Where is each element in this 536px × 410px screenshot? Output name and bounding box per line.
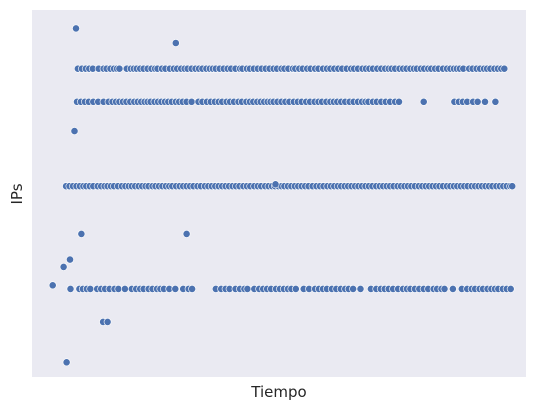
data-point <box>171 284 180 293</box>
data-point <box>66 255 74 264</box>
data-point <box>188 284 196 293</box>
data-point <box>448 284 457 293</box>
data-points <box>48 24 517 367</box>
data-point <box>506 284 515 293</box>
data-point <box>66 284 75 293</box>
data-point <box>440 284 449 293</box>
data-point <box>473 97 482 106</box>
data-point <box>103 317 112 326</box>
data-point <box>59 262 68 271</box>
data-point <box>86 284 95 293</box>
data-point <box>356 284 365 293</box>
data-point <box>491 97 500 106</box>
data-point <box>77 229 86 238</box>
data-point <box>271 180 280 189</box>
data-point <box>171 39 180 47</box>
data-point <box>395 97 403 106</box>
data-point <box>72 24 80 33</box>
data-point <box>349 284 357 293</box>
data-point <box>187 97 196 106</box>
data-point <box>243 284 252 293</box>
data-point <box>291 284 300 293</box>
data-point <box>182 229 191 238</box>
x-axis-label: Tiempo <box>250 383 306 401</box>
data-point <box>508 182 517 191</box>
y-axis-label: IPs <box>8 183 26 204</box>
data-point <box>62 358 71 367</box>
data-point <box>481 97 489 106</box>
data-point <box>419 97 428 106</box>
data-point <box>48 281 57 290</box>
data-point <box>121 284 129 293</box>
data-point <box>500 64 509 73</box>
data-point <box>114 284 123 293</box>
data-point <box>70 127 79 136</box>
data-point <box>115 64 124 73</box>
